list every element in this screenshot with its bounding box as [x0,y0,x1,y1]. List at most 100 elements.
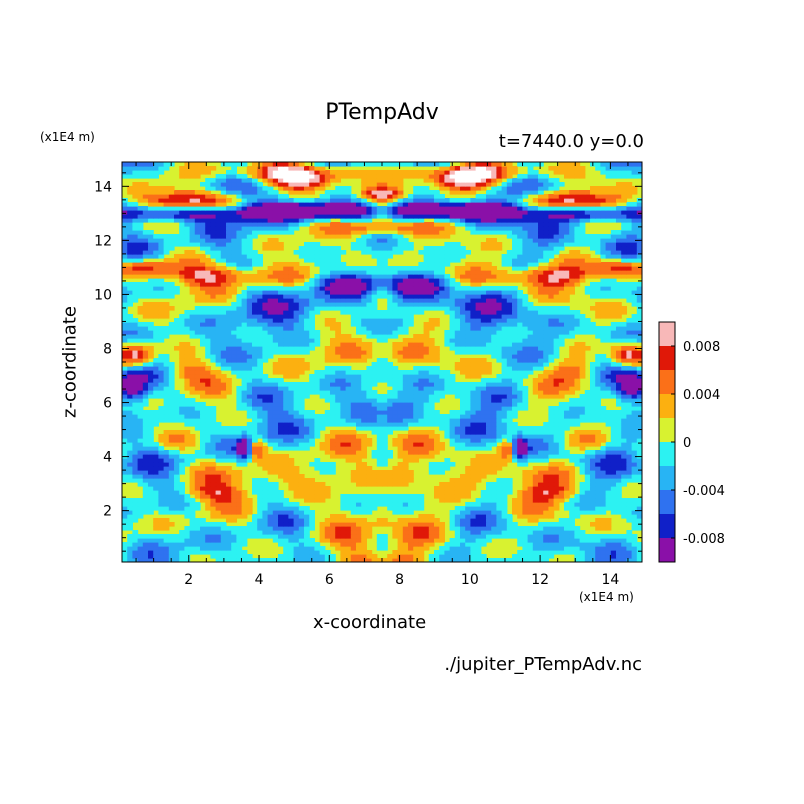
contour-cell [610,478,617,483]
contour-cell [371,410,378,415]
contour-cell [189,414,196,419]
contour-cell [163,522,170,527]
contour-cell [246,558,253,562]
contour-cell [382,402,388,407]
contour-cell [215,386,222,391]
contour-cell [626,354,633,359]
contour-cell [527,526,534,531]
contour-cell [189,534,196,539]
contour-cell [428,558,435,562]
contour-cell [538,522,544,527]
contour-cell [616,510,622,515]
contour-cell [376,326,383,331]
contour-cell [283,498,289,503]
contour-cell [527,370,534,375]
contour-cell [142,366,149,371]
contour-cell [486,466,492,471]
contour-cell [532,474,539,479]
contour-cell [293,334,300,339]
contour-cell [356,554,362,559]
contour-cell [558,370,565,375]
contour-cell [252,390,258,395]
contour-cell [626,394,633,399]
contour-cell [184,406,191,411]
contour-cell [538,434,544,439]
contour-cell [148,346,154,351]
contour-cell [236,506,243,511]
contour-cell [252,358,258,363]
contour-cell [449,498,456,503]
contour-cell [371,406,378,411]
contour-cell [252,386,258,391]
contour-cell [132,546,139,551]
contour-cell [538,530,544,535]
contour-cell [569,510,575,515]
contour-cell [293,482,300,487]
contour-cell [356,318,362,323]
contour-cell [324,398,331,403]
contour-cell [636,350,642,355]
contour-cell [387,414,393,419]
contour-cell [423,382,430,387]
contour-cell [200,534,206,539]
contour-cell [189,322,196,327]
contour-cell [262,398,269,403]
contour-cell [382,426,388,431]
contour-cell [574,434,581,439]
contour-cell [616,338,622,343]
contour-cell [564,326,570,331]
contour-cell [475,322,482,327]
contour-cell [454,338,461,343]
contour-cell [345,306,352,311]
contour-cell [200,526,206,531]
contour-cell [356,330,362,335]
contour-cell [439,370,445,375]
contour-cell [335,522,341,527]
contour-cell [272,338,279,343]
contour-cell [324,446,331,451]
contour-cell [200,438,206,443]
contour-cell [361,478,367,483]
contour-cell [236,362,243,367]
contour-cell [376,518,383,523]
contour-cell [148,554,154,559]
contour-cell [168,406,175,411]
contour-cell [475,422,482,427]
contour-cell [210,542,217,547]
contour-cell [127,394,133,399]
contour-cell [226,386,232,391]
contour-cell [574,430,581,435]
contour-cell [610,378,617,383]
contour-cell [465,502,471,507]
contour-cell [179,498,185,503]
contour-cell [220,374,227,379]
contour-cell [496,450,503,455]
contour-cell [356,502,362,507]
contour-cell [148,498,154,503]
contour-cell [298,438,305,443]
contour-cell [158,502,165,507]
contour-cell [449,346,456,351]
contour-cell [626,426,633,431]
contour-cell [231,302,237,307]
contour-cell [506,338,513,343]
contour-cell [215,378,222,383]
contour-cell [496,398,503,403]
contour-cell [252,434,258,439]
contour-cell [543,358,549,363]
contour-cell [387,558,393,562]
contour-cell [501,378,508,383]
contour-cell [241,538,248,543]
contour-cell [319,534,326,539]
contour-cell [548,390,555,395]
contour-cell [246,346,253,351]
contour-cell [527,346,534,351]
contour-cell [246,450,253,455]
contour-cell [267,354,274,359]
contour-cell [543,494,549,499]
contour-cell [631,338,638,343]
contour-cell [179,458,185,463]
contour-cell [288,390,295,395]
contour-cell [153,502,159,507]
contour-cell [361,394,367,399]
